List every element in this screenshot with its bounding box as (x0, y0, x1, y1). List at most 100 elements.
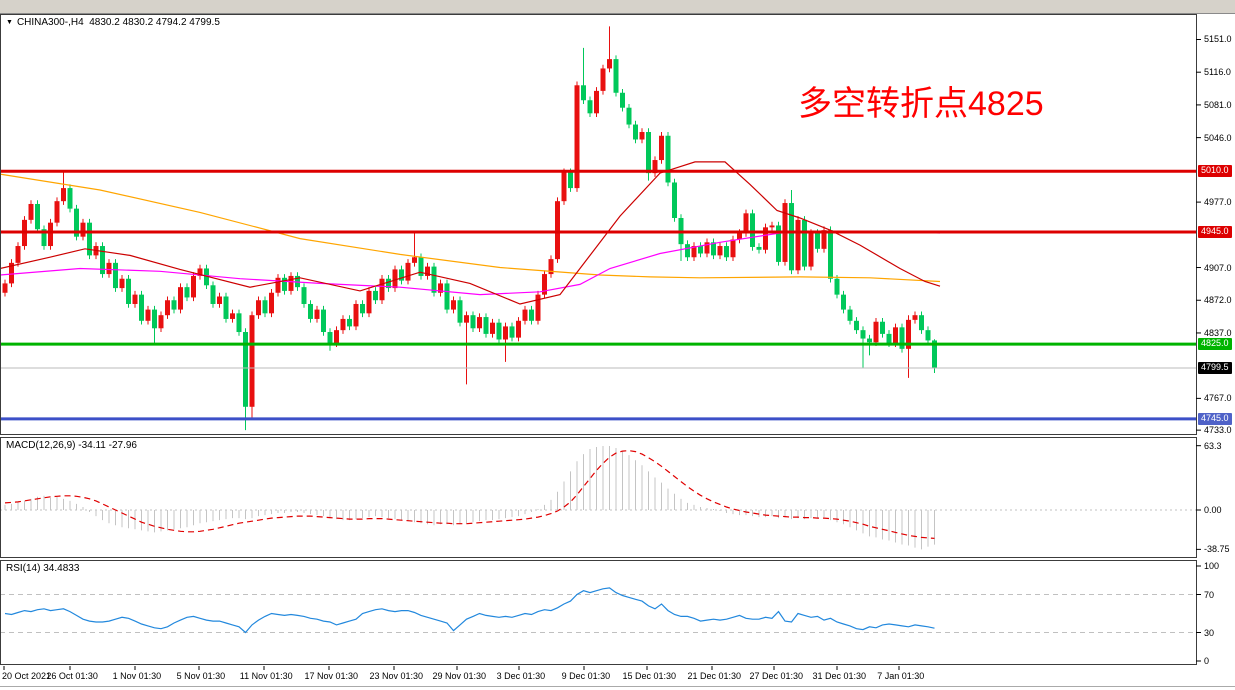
candle-body (308, 303, 313, 319)
time-tick-label: 17 Nov 01:30 (304, 671, 359, 681)
candle-body (529, 309, 534, 321)
candle-body (366, 290, 372, 314)
candle-body (74, 208, 79, 237)
candle-body (912, 315, 918, 320)
macd-indicator-label: MACD(12,26,9) -34.11 -27.96 (6, 440, 137, 451)
candle-body (444, 283, 450, 310)
candle-body (925, 330, 931, 341)
time-tick-label: 3 Dec 01:30 (496, 671, 546, 681)
candle-body (451, 300, 456, 310)
rsi-line (4, 587, 935, 634)
candle-body (906, 319, 911, 349)
symbol-dropdown-icon[interactable]: ▼ (6, 19, 13, 26)
window-top-strip (0, 0, 1235, 14)
candle-body (652, 160, 658, 174)
candle-body (672, 182, 677, 218)
candle-body (334, 330, 339, 344)
price-badge: 5010.0 (1198, 165, 1232, 178)
candle-body (763, 227, 768, 250)
candle-body (594, 90, 599, 114)
time-tick-label: 5 Nov 01:30 (176, 671, 226, 681)
candle-body (496, 322, 502, 340)
candle-body (724, 246, 729, 258)
candle-body (171, 300, 177, 310)
candle-body (35, 203, 40, 230)
candle-body (379, 278, 385, 301)
candle-body (704, 242, 710, 254)
price-badge: 4825.0 (1198, 338, 1232, 351)
candle-body (54, 201, 60, 223)
candle-body (347, 318, 352, 327)
candle-body (139, 294, 144, 321)
candle-body (698, 246, 703, 254)
candle-body (509, 326, 515, 338)
time-tick-label: 21 Dec 01:30 (687, 671, 742, 681)
candle-body (607, 59, 612, 69)
time-tick-label: 11 Nov 01:30 (239, 671, 293, 681)
candle-body (821, 230, 827, 249)
candle-body (743, 213, 749, 233)
candle-body (730, 239, 736, 258)
candle-body (67, 188, 73, 209)
candle-body (516, 320, 521, 338)
price-tick-label: 4733.0 (1204, 425, 1232, 436)
candle-body (600, 68, 606, 91)
candle-body (568, 172, 573, 189)
candle-body (932, 340, 937, 368)
candle-body (665, 135, 671, 183)
candle-body (854, 320, 859, 331)
candle-body (418, 257, 424, 276)
candle-body (685, 244, 690, 258)
price-tick-label: 5081.0 (1204, 99, 1232, 110)
rsi-tick-label: 100 (1204, 561, 1220, 571)
candle-body (106, 262, 112, 275)
macd-tick-label: 63.3 (1204, 440, 1222, 451)
candle-body (126, 278, 131, 304)
candle-body (256, 300, 261, 316)
chart-text-annotation[interactable]: 多空转折点4825 (798, 85, 1044, 123)
candle-body (412, 257, 417, 263)
candle-body (152, 309, 157, 329)
pane-border (0, 14, 1197, 435)
candle-body (535, 294, 541, 321)
candle-body (243, 332, 248, 407)
candle-body (756, 246, 762, 250)
candle-body (899, 327, 905, 349)
candle-body (841, 294, 846, 310)
candle-body (373, 290, 378, 301)
candle-body (61, 188, 66, 202)
candle-body (145, 309, 151, 321)
candle-body (795, 219, 801, 271)
price-tick-label: 5116.0 (1204, 67, 1231, 78)
candle-body (113, 262, 118, 289)
candle-body (639, 132, 645, 140)
candle-body (613, 59, 619, 93)
ma-fast-red (0, 161, 941, 305)
rsi-tick-label: 0 (1204, 656, 1210, 666)
ohlc-values: 4830.2 4830.2 4794.2 4799.5 (89, 17, 220, 28)
candle-body (893, 327, 898, 344)
time-tick-label: 15 Dec 01:30 (622, 671, 677, 681)
candle-body (834, 278, 840, 295)
candle-body (633, 124, 638, 140)
candle-body (230, 313, 235, 319)
candle-body (470, 315, 476, 329)
time-tick-label: 20 Oct 2021 (2, 671, 52, 681)
candle-body (100, 246, 105, 275)
candle-body (399, 269, 404, 281)
candle-body (262, 300, 268, 314)
candle-body (548, 259, 554, 275)
candle-body (165, 300, 170, 316)
candle-body (561, 172, 567, 202)
candle-body (711, 242, 716, 256)
candle-body (191, 275, 196, 298)
candle-body (405, 262, 411, 281)
candle-body (574, 85, 580, 189)
candle-body (659, 135, 664, 161)
candle-body (802, 219, 807, 267)
candle-body (646, 132, 651, 174)
rsi-indicator-label: RSI(14) 34.4833 (6, 563, 80, 574)
ma-slow-orange (0, 173, 941, 283)
candle-body (828, 230, 833, 279)
